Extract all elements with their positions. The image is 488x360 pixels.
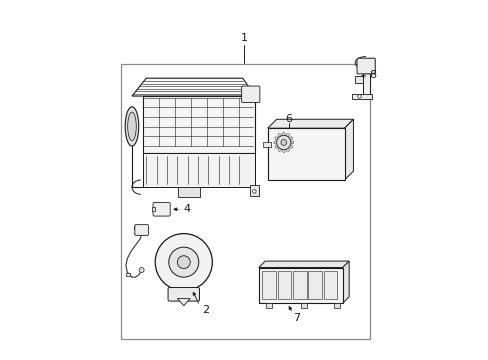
- FancyBboxPatch shape: [168, 288, 199, 301]
- Circle shape: [289, 145, 292, 148]
- Circle shape: [286, 134, 289, 136]
- Bar: [265, 302, 272, 307]
- Bar: [249, 185, 258, 196]
- Polygon shape: [342, 261, 348, 303]
- Text: 4: 4: [183, 204, 190, 214]
- Text: 5: 5: [132, 226, 139, 236]
- Circle shape: [357, 95, 361, 98]
- FancyBboxPatch shape: [268, 130, 298, 160]
- Bar: [125, 273, 130, 276]
- Text: 8: 8: [369, 70, 376, 80]
- Bar: [300, 302, 306, 307]
- FancyBboxPatch shape: [153, 203, 170, 216]
- Bar: [151, 207, 155, 211]
- FancyBboxPatch shape: [135, 225, 148, 235]
- Circle shape: [273, 141, 276, 144]
- Bar: [258, 267, 342, 303]
- Bar: [308, 271, 322, 299]
- Bar: [142, 96, 255, 153]
- Circle shape: [286, 148, 289, 151]
- Bar: [354, 76, 363, 83]
- Circle shape: [274, 137, 277, 140]
- Polygon shape: [177, 298, 190, 306]
- Text: 6: 6: [285, 113, 292, 123]
- Bar: [263, 142, 270, 147]
- Circle shape: [139, 267, 144, 273]
- Circle shape: [289, 137, 292, 140]
- Polygon shape: [267, 119, 353, 128]
- Text: 3: 3: [319, 138, 326, 148]
- Bar: [292, 271, 306, 299]
- Bar: [333, 302, 340, 307]
- Circle shape: [290, 141, 293, 144]
- Polygon shape: [344, 119, 353, 180]
- Bar: [121, 64, 369, 339]
- Bar: [267, 128, 344, 180]
- Circle shape: [282, 150, 285, 153]
- Circle shape: [281, 140, 286, 145]
- Bar: [277, 271, 291, 299]
- Text: 1: 1: [241, 33, 247, 43]
- Ellipse shape: [125, 107, 139, 146]
- FancyBboxPatch shape: [241, 86, 259, 103]
- Circle shape: [278, 148, 281, 151]
- Bar: [323, 271, 337, 299]
- Circle shape: [252, 190, 256, 193]
- Polygon shape: [258, 261, 348, 267]
- Bar: [352, 94, 371, 99]
- Ellipse shape: [127, 112, 136, 141]
- Circle shape: [177, 256, 190, 269]
- Bar: [178, 187, 200, 197]
- Bar: [262, 271, 275, 299]
- Bar: [142, 153, 255, 187]
- Circle shape: [155, 234, 212, 291]
- Text: 2: 2: [201, 305, 208, 315]
- Text: 7: 7: [292, 312, 299, 323]
- Circle shape: [276, 135, 290, 150]
- FancyBboxPatch shape: [356, 58, 374, 74]
- Circle shape: [168, 247, 198, 277]
- Bar: [363, 73, 369, 96]
- Polygon shape: [132, 78, 255, 96]
- Circle shape: [274, 145, 277, 148]
- Circle shape: [282, 132, 285, 135]
- Circle shape: [278, 134, 281, 136]
